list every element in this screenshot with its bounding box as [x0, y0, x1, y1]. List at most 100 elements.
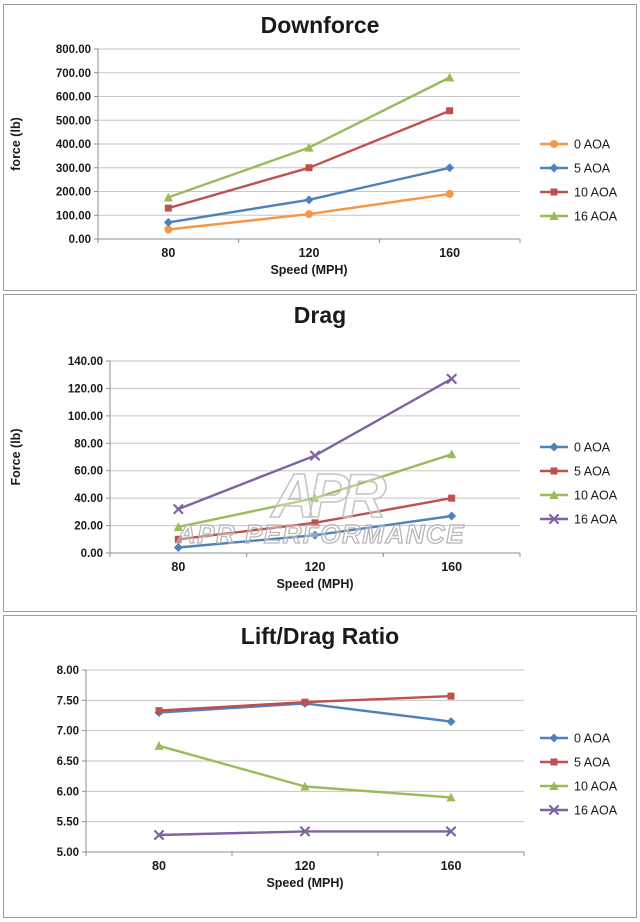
marker-diamond-icon	[310, 530, 320, 540]
marker-x-icon	[445, 826, 457, 837]
legend-item: 0 AOA	[540, 138, 611, 152]
y-tick-label: 7.50	[57, 695, 79, 707]
downforce-chart-title: Downforce	[260, 12, 380, 38]
marker-diamond-icon	[304, 195, 314, 205]
series-line	[167, 109, 451, 210]
marker-diamond-icon	[173, 543, 183, 553]
y-tick-label: 60.00	[74, 466, 103, 478]
marker-diamond-icon	[163, 217, 173, 227]
y-tick-label: 100.00	[68, 411, 103, 423]
marker-triangle-icon	[163, 192, 173, 202]
series-10-aoa	[164, 107, 454, 212]
y-tick-label: 20.00	[74, 521, 103, 533]
y-tick-label: 6.50	[57, 756, 79, 768]
downforce-chart: 0.00 100.00 200.00 300.00 400.00 500.00 600.00…	[9, 44, 618, 277]
marker-square-icon	[305, 164, 313, 172]
marker-triangle-icon	[446, 792, 456, 802]
series-0-aoa	[173, 511, 457, 553]
legend-label: 16 AOA	[574, 804, 618, 818]
x-tick-label: 120	[295, 859, 316, 873]
series-5-aoa	[163, 163, 455, 227]
marker-circle-icon	[305, 210, 313, 219]
x-tick-label: 80	[152, 859, 166, 873]
legend-item: 0 AOA	[540, 732, 611, 746]
lift-drag-ratio-chart: 5.00 5.50 6.00 6.50 7.00 7.50 8.00 80 120 160 Spee…	[57, 665, 618, 890]
y-tick-label: 0.00	[69, 234, 91, 246]
legend-item: 0 AOA	[540, 441, 611, 455]
marker-circle-icon	[445, 189, 454, 198]
legend-item: 10 AOA	[540, 780, 618, 794]
legend-label: 5 AOA	[574, 465, 611, 479]
legend-label: 16 AOA	[574, 513, 618, 527]
marker-triangle-icon	[447, 449, 457, 459]
marker-x-icon	[173, 504, 184, 515]
y-tick-label: 80.00	[74, 438, 103, 450]
series-5-aoa	[155, 692, 455, 715]
watermark-text: APR PERFORMANCE	[176, 519, 465, 549]
chart-legend: 0 AOA 5 AOA 10 AOA 16 AOA	[540, 732, 618, 818]
series-16-aoa	[173, 373, 457, 515]
legend-item: 16 AOA	[540, 804, 618, 818]
legend-marker-icon	[548, 804, 560, 816]
series-16-aoa	[163, 72, 455, 202]
marker-triangle-icon	[154, 741, 164, 750]
y-tick-label: 500.00	[56, 115, 91, 127]
x-tick-label: 120	[299, 246, 320, 260]
legend-item: 5 AOA	[540, 162, 611, 176]
legend-label: 16 AOA	[574, 210, 618, 224]
watermark-logo: APR	[270, 462, 387, 531]
marker-square-icon	[311, 519, 319, 527]
series-line	[167, 76, 451, 199]
drag-chart-title: Drag	[293, 302, 347, 328]
y-tick-label: 40.00	[74, 493, 103, 505]
y-tick-label: 140.00	[68, 356, 103, 368]
legend-marker-icon	[550, 758, 558, 766]
y-tick-label: 6.00	[57, 786, 79, 798]
series-10-aoa	[154, 741, 456, 802]
gridlines: 0.00 100.00 200.00 300.00 400.00 500.00 600.00…	[56, 44, 520, 246]
series-5-aoa	[174, 494, 456, 543]
y-tick-label: 600.00	[56, 92, 91, 104]
legend-marker-icon	[548, 513, 560, 525]
x-axis-title: Speed (MPH)	[276, 577, 353, 591]
marker-square-icon	[301, 698, 309, 706]
marker-x-icon	[299, 826, 311, 837]
marker-triangle-icon	[173, 522, 183, 531]
series-16-aoa	[153, 826, 457, 841]
legend-item: 16 AOA	[540, 210, 618, 224]
legend-item: 5 AOA	[540, 756, 611, 770]
x-tick-label: 80	[161, 246, 175, 260]
y-tick-label: 0.00	[81, 548, 103, 560]
y-tick-label: 5.50	[57, 817, 79, 829]
x-tick-label: 120	[305, 560, 326, 574]
legend-label: 10 AOA	[574, 780, 618, 794]
marker-triangle-icon	[300, 781, 310, 791]
y-tick-label: 7.00	[57, 726, 79, 738]
marker-triangle-icon	[445, 72, 455, 82]
legend-marker-icon	[550, 188, 558, 196]
y-tick-label: 5.00	[57, 847, 79, 859]
marker-square-icon	[447, 692, 455, 700]
lift-drag-ratio-chart-panel: Lift/Drag Ratio 5.00 5.50 6.00 6.50 7.00 7.50…	[3, 615, 637, 918]
legend-marker-icon	[549, 733, 559, 743]
y-tick-label: 200.00	[56, 187, 91, 199]
y-axis-title: Force (lb)	[9, 429, 23, 486]
legend-marker-icon	[550, 467, 558, 475]
y-tick-label: 8.00	[57, 665, 79, 677]
marker-triangle-icon	[310, 493, 320, 503]
y-tick-label: 100.00	[56, 210, 91, 222]
legend-item: 16 AOA	[540, 513, 618, 527]
x-tick-label: 80	[171, 560, 185, 574]
legend-marker-icon	[550, 140, 558, 148]
chart-legend: 0 AOA 5 AOA 10 AOA 16 AOA	[540, 138, 618, 224]
y-tick-label: 120.00	[68, 383, 103, 395]
marker-triangle-icon	[304, 142, 314, 152]
y-axis-title: force (lb)	[9, 117, 23, 170]
lift-drag-ratio-chart-title: Lift/Drag Ratio	[240, 623, 400, 649]
marker-square-icon	[155, 707, 163, 715]
legend-marker-icon	[549, 211, 559, 220]
legend-label: 10 AOA	[574, 186, 618, 200]
marker-square-icon	[446, 107, 454, 115]
